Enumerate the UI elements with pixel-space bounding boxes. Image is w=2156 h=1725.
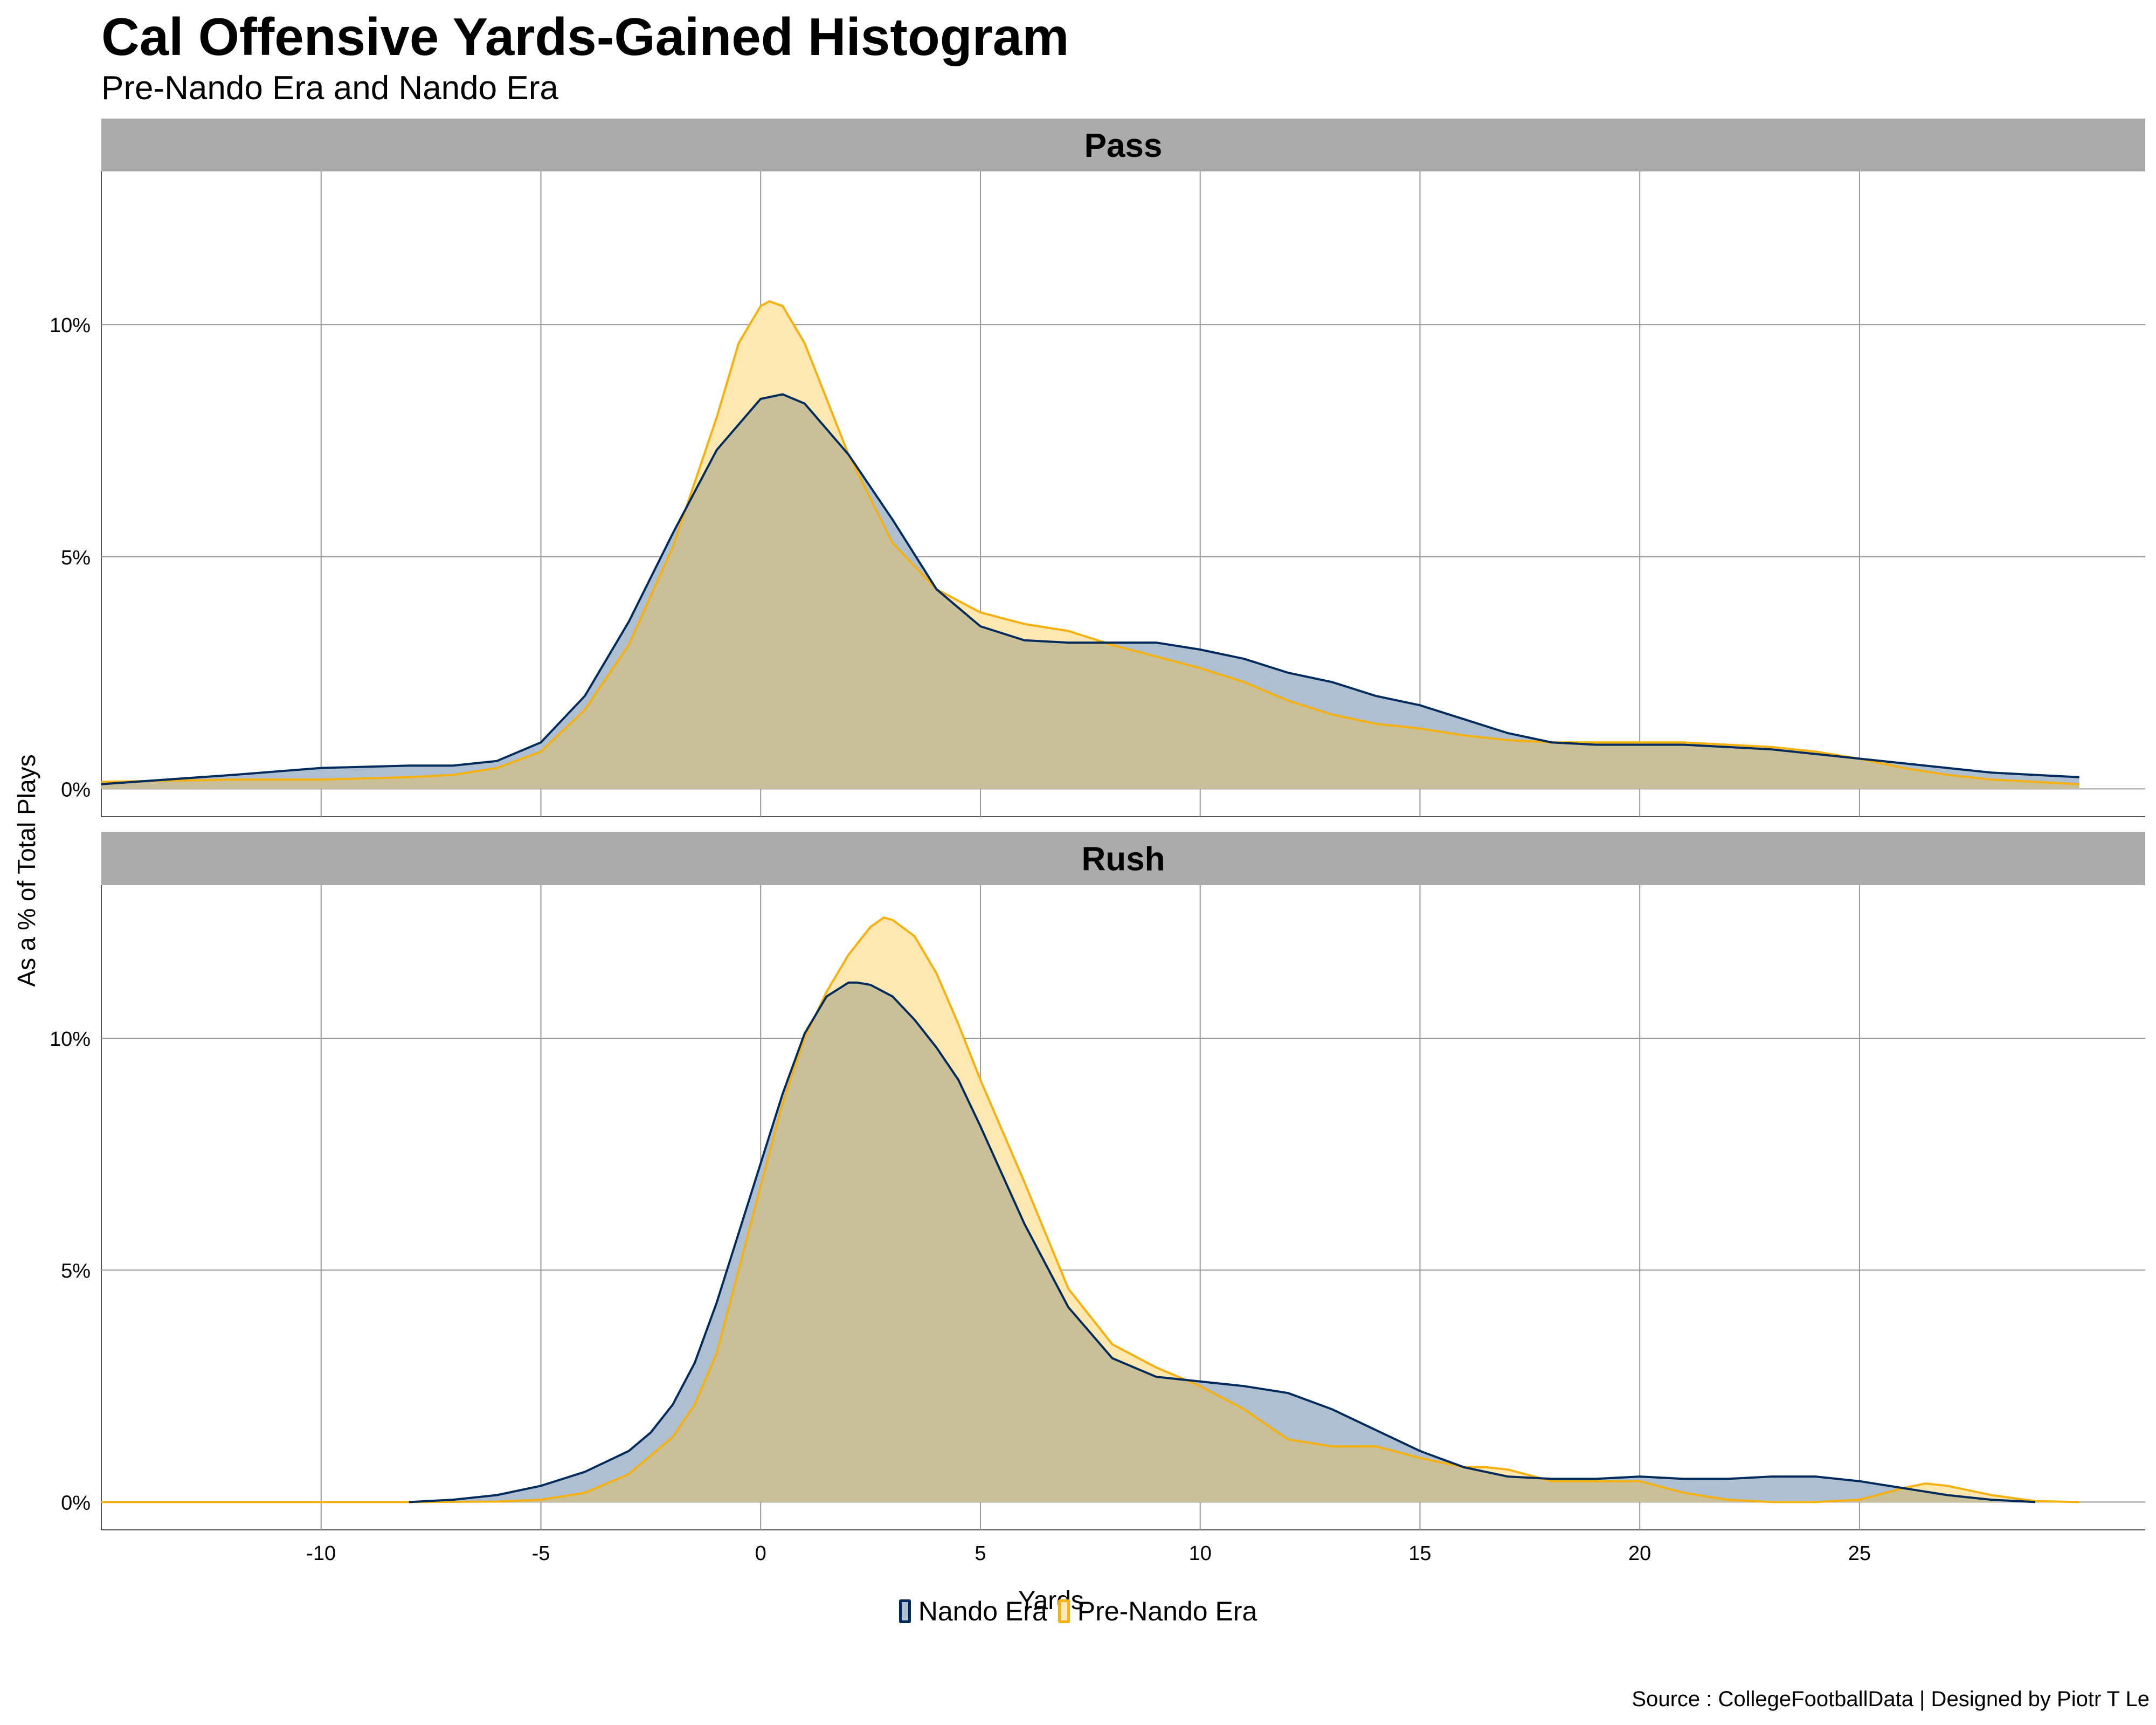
x-tick-label: -5: [532, 1542, 550, 1565]
area-overlap-rush: [409, 982, 2036, 1502]
area-nando-era-pass: [101, 394, 2079, 789]
panel-rush: Rush 0% 5% 10% -10 -5 0 5 10 15 20 25: [50, 832, 2145, 1565]
legend-item-pre-nando: Pre-Nando Era: [1058, 1596, 1257, 1627]
legend-item-nando: Nando Era: [899, 1596, 1047, 1627]
x-tick-label: 25: [1848, 1542, 1871, 1565]
area-overlap-pass: [101, 394, 2079, 789]
facet-strip-rush: [101, 832, 2145, 885]
y-tick-label: 0%: [61, 1492, 91, 1514]
y-axis-label: As a % of Total Plays: [12, 754, 40, 986]
x-tick-label: 15: [1408, 1542, 1431, 1565]
x-tick-label: -10: [306, 1542, 336, 1565]
legend-key-pre-nando: [1058, 1599, 1070, 1623]
line-nando-era-pass: [101, 393, 2079, 785]
chart-title: Cal Offensive Yards-Gained Histogram: [101, 7, 1069, 66]
y-tick-label: 10%: [50, 1028, 91, 1051]
y-tick-label: 0%: [61, 778, 91, 801]
line-pre-nando-era-pass: [101, 300, 2079, 785]
legend-label-pre-nando: Pre-Nando Era: [1077, 1596, 1257, 1626]
x-tick-label: 10: [1189, 1542, 1212, 1565]
y-tick-label: 10%: [50, 314, 91, 337]
facet-label-rush: Rush: [1082, 841, 1165, 878]
x-tick-label: 20: [1628, 1542, 1651, 1565]
legend-label-nando: Nando Era: [918, 1596, 1047, 1626]
x-axis-label: Yards: [1018, 1586, 1084, 1615]
y-tick-label: 5%: [61, 547, 91, 569]
line-nando-era-rush: [409, 981, 2036, 1503]
legend-key-nando: [899, 1599, 911, 1623]
x-tick-label: 5: [975, 1542, 986, 1565]
facet-label-pass: Pass: [1084, 127, 1163, 164]
panel-pass: Pass 0% 5% 10%: [50, 119, 2145, 817]
y-tick-label: 5%: [61, 1260, 91, 1282]
chart-subtitle: Pre-Nando Era and Nando Era: [101, 70, 558, 107]
line-pre-nando-era-rush: [101, 916, 2079, 1503]
source-caption: Source : CollegeFootballData | Designed …: [1632, 1687, 2150, 1711]
facet-strip-pass: [101, 119, 2145, 171]
x-tick-label: 0: [755, 1542, 766, 1565]
legend: Nando Era Pre-Nando Era: [0, 1596, 2156, 1627]
